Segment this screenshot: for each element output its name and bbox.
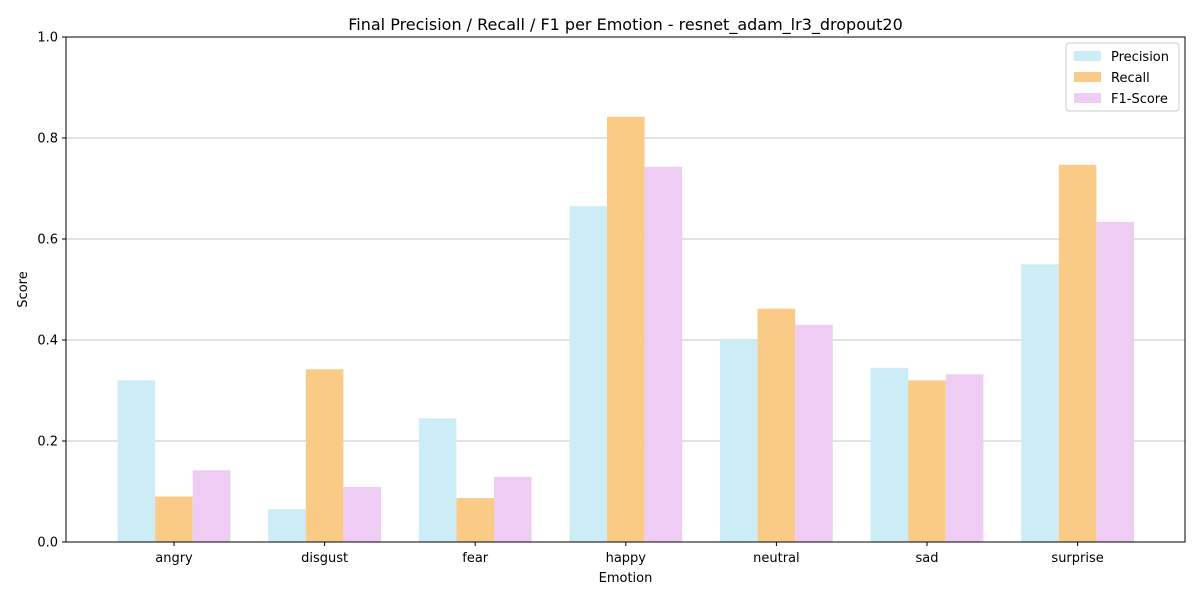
bar-precision-angry [117,380,156,542]
legend-label: Recall [1111,71,1150,86]
y-axis: 0.0 0.2 0.4 0.6 0.8 1.0 [37,31,66,551]
x-axis-label: Emotion [599,571,653,586]
chart-title: Final Precision / Recall / F1 per Emotio… [348,15,903,35]
bar-f1-score-disgust [343,486,381,542]
x-tick-label: fear [462,551,489,566]
y-tick-label: 1.0 [37,31,58,46]
x-tick-label: happy [606,551,647,566]
y-tick-label: 0.4 [37,334,58,349]
x-axis: angry disgust fear happy neutral sad surprise [155,542,1104,566]
bar-f1-score-happy [644,166,683,542]
bar-precision-sad [870,367,909,542]
bar-precision-surprise [1021,264,1059,542]
bar-f1-score-fear [494,476,532,542]
x-tick-label: surprise [1051,551,1103,566]
bar-precision-neutral [720,340,758,542]
x-tick-label: neutral [753,551,800,566]
legend: Precision Recall F1-Score [1065,42,1180,112]
x-tick-label: disgust [301,551,348,566]
legend-swatch [1074,51,1101,61]
bar-f1-score-neutral [795,324,833,542]
bar-f1-score-surprise [1096,221,1134,542]
bar-precision-disgust [268,509,306,542]
bar-recall-angry [155,496,193,542]
bar-f1-score-sad [945,374,984,542]
legend-swatch [1074,72,1101,82]
bars [117,116,1134,543]
bar-precision-fear [418,418,457,542]
bar-precision-happy [569,206,607,543]
y-axis-label: Score [16,271,31,307]
y-tick-label: 0.6 [37,233,58,248]
bar-recall-disgust [305,369,344,542]
legend-swatch [1074,93,1101,103]
bar-f1-score-angry [192,470,231,542]
bar-recall-sad [908,380,946,542]
bar-recall-fear [456,498,494,542]
bar-recall-happy [607,116,645,542]
y-tick-label: 0.8 [37,132,58,147]
y-tick-label: 0.0 [37,536,58,551]
bar-recall-surprise [1058,164,1097,542]
legend-label: F1-Score [1111,92,1168,107]
y-tick-label: 0.2 [37,435,58,450]
legend-label: Precision [1111,50,1169,65]
bar-recall-neutral [757,308,796,542]
x-tick-label: angry [155,551,193,566]
x-tick-label: sad [916,551,939,566]
